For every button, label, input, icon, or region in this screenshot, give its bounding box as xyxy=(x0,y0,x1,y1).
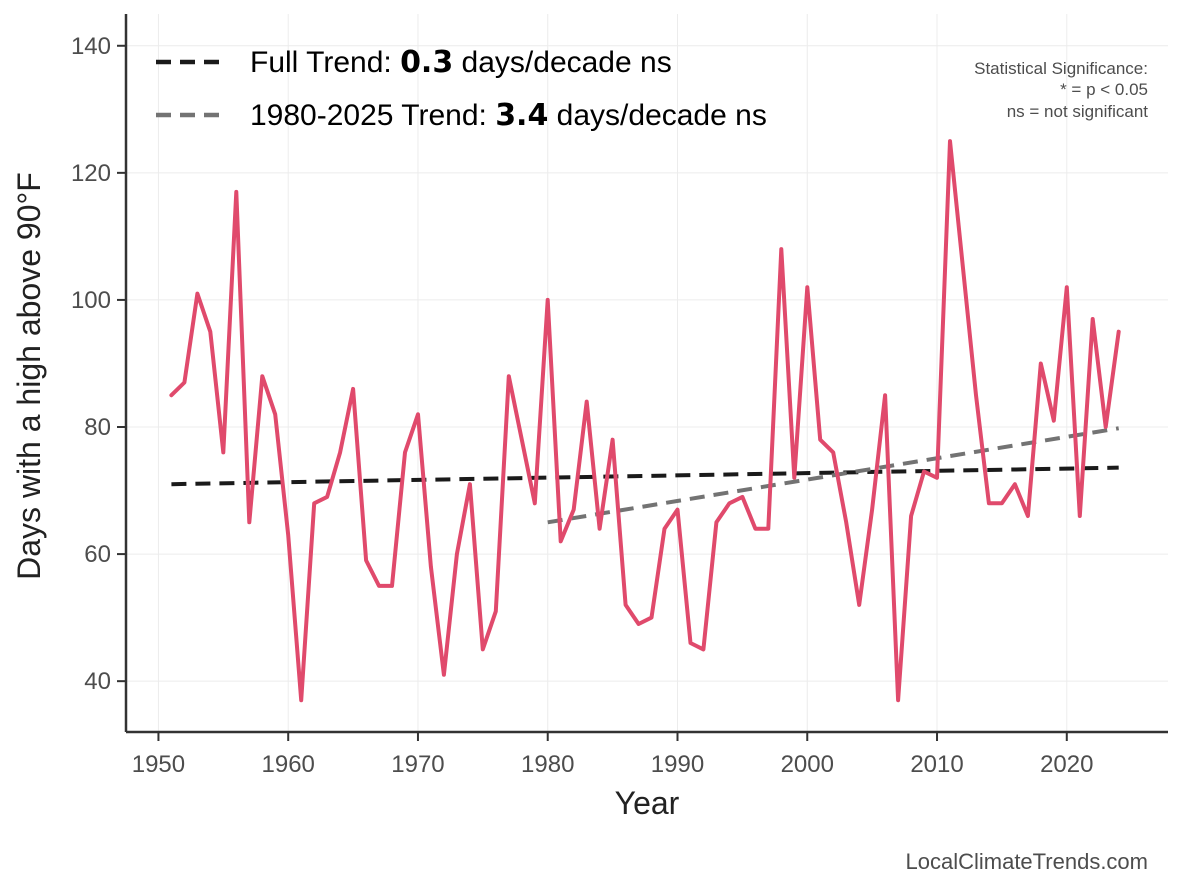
credit-text: LocalClimateTrends.com xyxy=(906,849,1149,874)
y-tick-label: 140 xyxy=(71,33,111,60)
x-axis-title: Year xyxy=(615,785,680,821)
x-tick-label: 2020 xyxy=(1040,751,1093,778)
significance-note-line: Statistical Significance: xyxy=(974,59,1148,78)
series-lines xyxy=(169,139,1121,703)
legend-label-value: 3.4 xyxy=(495,98,548,133)
trend-line-full xyxy=(171,465,1119,487)
legend-label-value: 0.3 xyxy=(400,45,453,80)
x-tick-label: 1950 xyxy=(132,751,185,778)
x-tick-label: 1960 xyxy=(262,751,315,778)
legend-label-suffix: days/decade ns xyxy=(453,46,671,79)
y-axis-title: Days with a high above 90°F xyxy=(11,172,47,580)
legend: Full Trend: 0.3 days/decade ns1980-2025 … xyxy=(156,45,767,133)
significance-note-line: * = p < 0.05 xyxy=(1060,80,1148,99)
significance-note-line: ns = not significant xyxy=(1007,102,1149,121)
y-tick-label: 100 xyxy=(71,287,111,314)
significance-note: Statistical Significance: * = p < 0.05 n… xyxy=(974,59,1148,121)
x-tick-label: 1990 xyxy=(651,751,704,778)
y-tick-label: 60 xyxy=(84,541,111,568)
series-line xyxy=(169,139,1121,703)
legend-label-prefix: 1980-2025 Trend: xyxy=(250,99,495,132)
y-tick-label: 40 xyxy=(84,668,111,695)
trend-line-recent xyxy=(547,426,1120,525)
legend-label-prefix: Full Trend: xyxy=(250,46,400,79)
legend-label-recent: 1980-2025 Trend: 3.4 days/decade ns xyxy=(250,98,767,133)
x-tick-label: 1970 xyxy=(391,751,444,778)
x-tick-label: 2010 xyxy=(910,751,963,778)
grid xyxy=(126,14,1168,732)
trend-lines xyxy=(171,426,1120,525)
x-tick-label: 2000 xyxy=(781,751,834,778)
legend-label-suffix: days/decade ns xyxy=(548,99,766,132)
axes xyxy=(124,14,1168,734)
x-ticks: 1950 1960 1970 1980 1990 2000 2010 2020 xyxy=(132,732,1093,778)
legend-label-full: Full Trend: 0.3 days/decade ns xyxy=(250,45,672,80)
y-tick-label: 120 xyxy=(71,160,111,187)
x-tick-label: 1980 xyxy=(521,751,574,778)
y-ticks: 40 60 80 100 120 140 xyxy=(71,33,126,695)
y-tick-label: 80 xyxy=(84,414,111,441)
